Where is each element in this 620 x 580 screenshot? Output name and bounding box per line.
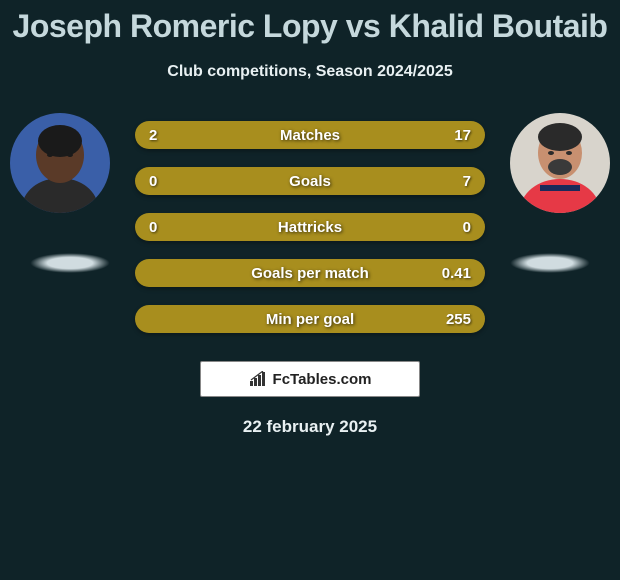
stat-right-value: 17 [454,127,471,144]
subtitle: Club competitions, Season 2024/2025 [0,63,620,81]
stat-right-value: 0.41 [442,265,471,282]
avatar-right [510,113,610,213]
watermark-badge[interactable]: FcTables.com [200,361,420,397]
date-text: 22 february 2025 [0,417,620,437]
stat-label: Hattricks [135,219,485,236]
comparison-card: Joseph Romeric Lopy vs Khalid Boutaib Cl… [0,0,620,437]
stat-right-value: 0 [463,219,471,236]
stat-right-value: 7 [463,173,471,190]
stat-label: Min per goal [135,311,485,328]
stat-row-min-per-goal: Min per goal 255 [135,305,485,333]
stat-row-matches: 2 Matches 17 [135,121,485,149]
avatar-shadow-right [510,253,590,273]
stat-row-hattricks: 0 Hattricks 0 [135,213,485,241]
stat-bars: 2 Matches 17 0 Goals 7 0 Hattricks 0 Goa… [135,121,485,333]
stat-right-value: 255 [446,311,471,328]
stat-row-goals: 0 Goals 7 [135,167,485,195]
watermark-text: FcTables.com [273,371,372,388]
stat-label: Goals [135,173,485,190]
avatar-left [10,113,110,213]
comparison-area: 2 Matches 17 0 Goals 7 0 Hattricks 0 Goa… [0,121,620,437]
page-title: Joseph Romeric Lopy vs Khalid Boutaib [0,8,620,45]
avatar-shadow-left [30,253,110,273]
stat-label: Goals per match [135,265,485,282]
stat-row-goals-per-match: Goals per match 0.41 [135,259,485,287]
chart-icon [249,371,269,387]
stat-label: Matches [135,127,485,144]
